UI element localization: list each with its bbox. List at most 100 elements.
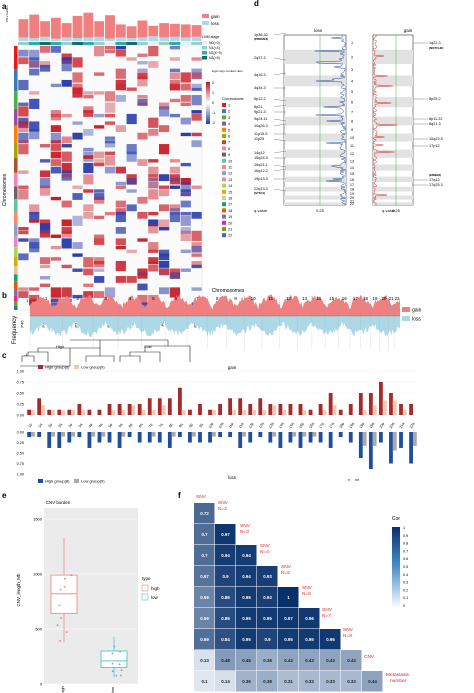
gain-area [30,294,400,316]
heatmap-cell [83,91,94,95]
panel-a-group-high: High [56,344,64,349]
heatmap-cell [18,79,29,91]
chrom-legend-text: 9 [228,153,230,157]
loss-bar-low [272,432,277,437]
gain-chrom-stripe [373,149,413,158]
chrom-legend-swatch [222,103,226,107]
row-label: N=2 [218,506,227,512]
cor-legend-tick: 1 [403,526,405,530]
loss-region-leader [273,150,287,154]
gain-bar-low [211,410,216,415]
heatmap-cell [83,283,94,287]
gain-bar-high [318,404,323,415]
loss-bar-low [61,432,65,437]
stage-legend-text: N2(4~9) [209,51,222,55]
gain-bar-high [338,409,343,415]
cor-legend-tick: 0.2 [403,588,408,592]
diagonal-gap [239,530,245,536]
arm-label: 13q [268,422,274,429]
heatmap-cell [18,106,29,117]
heatmap-cell [18,125,29,132]
panel-b: b Chromosomes Frequency 1 -1 1 2 3 4 5 6 7 8 9 10… [2,288,422,357]
loss-bar-high [127,432,132,438]
gain-bar-low [392,400,397,415]
heatmap-cell [169,83,181,91]
cor-cell [215,671,236,692]
loss-region-leader [273,98,287,102]
gain-bar-high [77,404,82,415]
loss-region-label: 10q26.3 [254,124,268,128]
stage-cell [158,42,170,45]
chrom-label: 14 [316,296,322,301]
gain-bar-low [322,410,327,415]
heatmap-cell [148,166,159,177]
heatmap-cell [126,189,137,193]
heatmap-cell [94,238,105,246]
heatmap-cell [159,102,170,110]
heatmap-cell [18,49,29,57]
gain-region-label: 17q12 [429,178,440,182]
panel-b-ylabel: Frequency [12,316,18,344]
heatmap-cell [94,234,105,245]
gain-ytick: 0.50 [17,392,24,396]
stage-legend-swatch [202,51,207,55]
heatmap-cell [94,276,105,283]
heatmap-cell [29,219,40,223]
sample-label: P21 [74,320,79,328]
cor-cell-value: 0.33 [326,679,335,684]
heatmap-cell [191,264,202,269]
heatmap-cell [61,200,72,208]
chrom-number: 10 [350,136,354,140]
heatmap-cell [50,166,61,174]
heatmap-cell [50,196,61,201]
gain-chrom-stripe [373,116,413,126]
heatmap-cell [137,102,148,106]
loss-chrom-stripe [284,75,346,87]
panel-f-row-labels: SNVSNVN=2SNVN=3SNVN=4SNVN=5SNVN=6SNVN=7S… [196,494,410,684]
heatmap-cell [159,227,170,231]
loss-chrom-stripe [284,133,346,142]
gain-bar-low [332,405,337,415]
heatmap-cell [137,132,148,140]
heatmap-cell [180,268,191,272]
burden-bar-loss [105,38,115,41]
heatmap-cell [169,174,181,185]
heatmap-cell [83,211,94,219]
heatmap-cell [18,189,29,200]
gain-bar-high [308,409,313,415]
cor-cell [320,629,341,650]
heatmap-cell [148,61,159,68]
gain-bar-high [177,387,182,415]
heatmap-cell [180,181,191,192]
sample-label: P46 [19,320,24,328]
loss-bar-high [368,432,373,469]
loss-bar-low [211,432,216,437]
heatmap-cell [191,87,202,91]
heatmap-cell [191,95,202,106]
heatmap-cell [104,140,116,144]
cor-cell-value: 0.43 [326,658,335,663]
cor-cell-value: 0.93 [263,574,272,579]
cor-cell [257,566,278,587]
panel-e-legend-high-swatch [141,584,149,592]
chrom-legend-swatch [222,158,226,163]
arm-label: 15q [288,422,294,429]
arm-label: 19q [369,422,375,429]
legend-scale-ticks: 2 1 0 -1 -2 [212,81,215,125]
chrom-label: 18 [363,296,369,301]
heatmap-cell [18,121,29,125]
cor-cell [194,587,215,608]
burden-bar-loss [159,37,170,41]
panel-e-label: e [2,491,7,500]
heatmap-cell [137,211,148,219]
heatmap-cell [169,204,181,212]
chrom-number: 4 [351,79,353,83]
row-label: SNV [302,585,313,591]
heatmap-cell [191,185,202,189]
heatmap-cell [169,98,181,103]
stage-cell [82,42,94,45]
heatmap-cell [39,230,51,238]
heatmap-cell [191,253,202,257]
loss-bar-high [177,432,182,438]
heatmap-cell [180,162,191,167]
